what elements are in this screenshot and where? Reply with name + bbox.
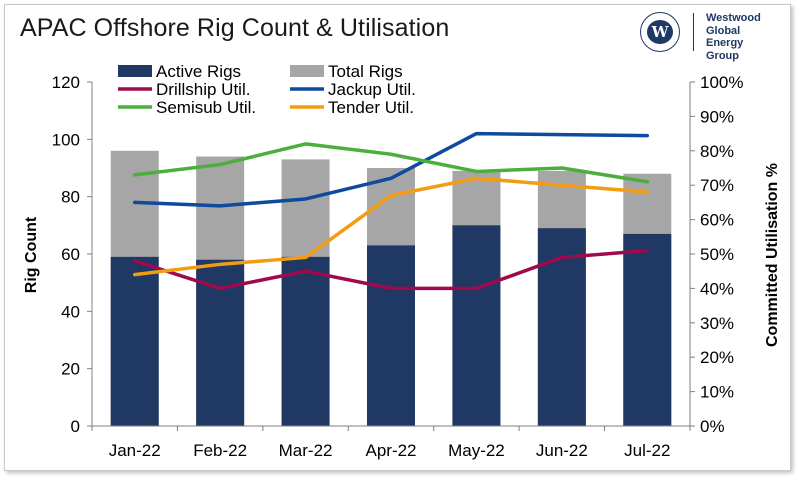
chart-title: APAC Offshore Rig Count & Utilisation	[20, 14, 450, 42]
y-right-tick-label: 70%	[700, 176, 734, 195]
legend-group: Active Rigs Total Rigs Drillship Util. Jack…	[118, 62, 416, 117]
legend-active-rigs-swatch	[118, 65, 152, 77]
tender-util-line	[132, 176, 650, 277]
y-left-tick-label: 100	[52, 130, 80, 149]
active-rigs-bar-apr-22	[367, 245, 415, 426]
y-right-tick-label: 0%	[700, 417, 725, 436]
legend-active-rigs-label: Active Rigs	[156, 62, 241, 81]
active-rigs-bar-may-22	[452, 225, 501, 426]
x-tick-label: May-22	[448, 441, 505, 460]
legend-jackup-util-label: Jackup Util.	[328, 80, 416, 99]
legend-semisub-util: Semisub Util.	[118, 98, 256, 117]
y-right-tick-label: 10%	[700, 383, 734, 402]
y-left-tick-label: 60	[61, 245, 80, 264]
legend-drillship-util: Drillship Util.	[118, 80, 250, 99]
active-rigs-bar-mar-22	[281, 256, 330, 426]
logo-text: Westwood Global Energy Group	[706, 12, 780, 62]
x-tick-label: Jan-22	[109, 441, 161, 460]
legend-semisub-util-label: Semisub Util.	[156, 98, 256, 117]
legend-total-rigs-label: Total Rigs	[328, 62, 403, 81]
lines-group	[132, 131, 650, 291]
y-right-tick-label: 20%	[700, 348, 734, 367]
westwood-logo: W Westwood Global Energy Group	[640, 12, 780, 62]
drillship-util-line	[132, 248, 650, 291]
x-tick-label: Feb-22	[193, 441, 247, 460]
legend-total-rigs: Total Rigs	[290, 62, 403, 81]
logo-divider	[693, 13, 694, 51]
axes-group: 0 20 40 60 80 100 120 0% 10% 20% 30% 40% 50% 60% 70% 80…	[52, 73, 744, 460]
y-right-tick-label: 60%	[700, 211, 734, 230]
logo-line-1: Westwood	[706, 12, 761, 24]
legend-total-rigs-swatch	[290, 65, 324, 77]
jackup-util-line	[132, 131, 650, 208]
logo-line-2: Global Energy	[706, 24, 744, 50]
logo-line-3: Group	[706, 49, 739, 62]
active-rigs-bar-jul-22	[623, 233, 672, 426]
x-tick-label: Jul-22	[624, 441, 670, 460]
semisub-util-line	[132, 142, 650, 184]
y-right-tick-label: 30%	[700, 314, 734, 333]
logo-mark: W	[647, 20, 673, 44]
legend-active-rigs: Active Rigs	[118, 62, 241, 81]
x-tick-label: Jun-22	[536, 441, 588, 460]
y-left-tick-label: 80	[61, 188, 80, 207]
x-tick-label: Mar-22	[279, 441, 333, 460]
active-rigs-bar-jan-22	[110, 256, 159, 426]
logo-emblem: W	[640, 12, 680, 52]
y-left-tick-label: 0	[71, 417, 80, 436]
y-axis-right-label: Committed Utilisation %	[764, 163, 781, 347]
legend-jackup-util: Jackup Util.	[290, 80, 416, 99]
y-right-tick-label: 50%	[700, 245, 734, 264]
y-right-tick-label: 100%	[700, 73, 743, 92]
y-right-tick-label: 40%	[700, 279, 734, 298]
y-left-tick-label: 40	[61, 302, 80, 321]
legend-tender-util-label: Tender Util.	[328, 98, 414, 117]
bars-group	[110, 150, 672, 427]
x-tick-label: Apr-22	[365, 441, 416, 460]
active-rigs-bar-jun-22	[537, 228, 586, 426]
y-left-tick-label: 20	[61, 360, 80, 379]
y-right-tick-label: 90%	[700, 107, 734, 126]
legend-drillship-util-label: Drillship Util.	[156, 80, 250, 99]
y-axis-left-label: Rig Count	[23, 216, 40, 293]
legend-tender-util: Tender Util.	[290, 98, 414, 117]
y-right-tick-label: 80%	[700, 142, 734, 161]
y-left-tick-label: 120	[52, 73, 80, 92]
